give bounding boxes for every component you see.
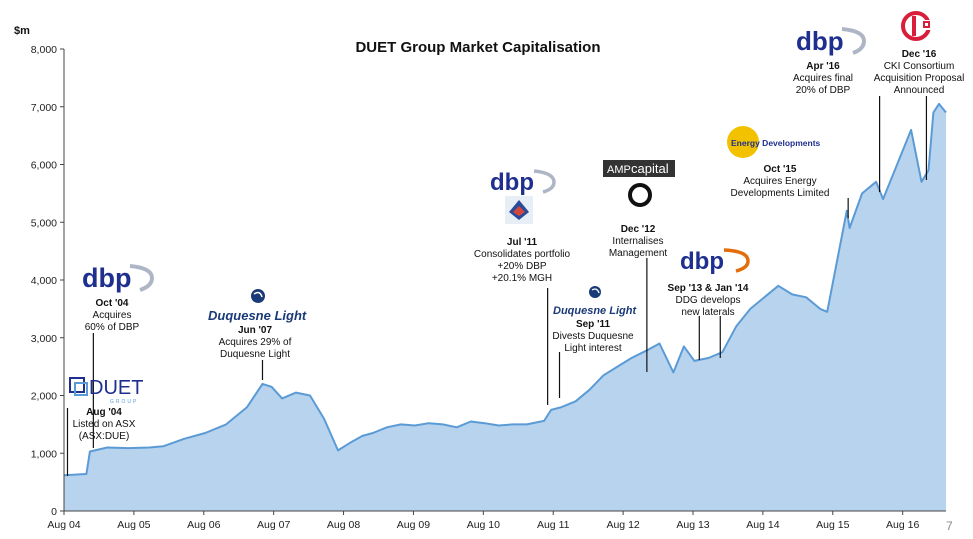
svg-text:capital: capital	[631, 161, 669, 176]
svg-text:dbp: dbp	[680, 248, 724, 275]
energy-developments-logo: Energy Developments	[727, 126, 821, 158]
annotation-text: Internalises	[612, 236, 663, 247]
x-tick-label: Aug 04	[47, 519, 80, 531]
svg-text:dbp: dbp	[82, 263, 131, 293]
y-tick-label: 3,000	[31, 333, 57, 345]
dbp-logo: dbp	[82, 263, 155, 293]
x-tick-label: Aug 05	[117, 519, 150, 531]
x-tick-label: Aug 07	[257, 519, 290, 531]
multinet-logo	[505, 196, 533, 224]
svg-text:GROUP: GROUP	[110, 399, 138, 405]
annotation-text: Duquesne Light	[220, 349, 290, 360]
x-tick-label: Aug 06	[187, 519, 220, 531]
svg-text:dbp: dbp	[796, 26, 844, 56]
annotation-text: Management	[609, 248, 668, 259]
x-tick-label: Aug 15	[816, 519, 849, 531]
svg-text:AMP: AMP	[607, 164, 631, 176]
dbp-logo: dbp	[680, 248, 750, 275]
annotation-text: Acquires final	[793, 73, 853, 84]
svg-text:dbp: dbp	[490, 169, 534, 196]
annotation-date: Aug '04	[86, 407, 122, 418]
annotation-date: Jun '07	[238, 325, 272, 336]
y-unit-label: $m	[14, 25, 30, 37]
x-tick-label: Aug 09	[397, 519, 430, 531]
area-series	[63, 102, 947, 512]
svg-text:Duquesne Light: Duquesne Light	[553, 305, 637, 317]
annotation-date: Oct '04	[96, 298, 129, 309]
annotation-text: Acquires Energy	[743, 176, 816, 187]
y-tick-label: 0	[51, 506, 57, 518]
annotation-date: Jul '11	[507, 237, 538, 248]
annotation-text: CKI Consortium	[884, 61, 955, 72]
x-tick-label: Aug 10	[467, 519, 500, 531]
x-tick-label: Aug 12	[606, 519, 639, 531]
annotation-text: 20% of DBP	[796, 85, 851, 96]
svg-text:DUET: DUET	[89, 377, 143, 399]
annotation-date: Apr '16	[806, 61, 840, 72]
area-fill	[64, 103, 946, 512]
amp-capital-logo: AMP capital	[603, 160, 675, 207]
annotation-text: Consolidates portfolio	[474, 249, 571, 260]
x-tick-label: Aug 13	[676, 519, 709, 531]
y-tick-label: 7,000	[31, 102, 57, 114]
annotation-text: Developments Limited	[731, 188, 830, 199]
y-tick-label: 5,000	[31, 217, 57, 229]
annotation-text: (ASX:DUE)	[79, 431, 130, 442]
series-line	[63, 102, 947, 477]
axes: 0 1,000 2,000 3,000 4,000 5,000 6,000 7,000 8,00…	[31, 44, 946, 531]
y-tick-label: 6,000	[31, 160, 57, 172]
dbp-logo: dbp	[490, 169, 556, 196]
annotation-text: Divests Duquesne	[552, 331, 634, 342]
annotation-text: Acquires	[93, 310, 132, 321]
annotation-text: Listed on ASX	[73, 419, 136, 430]
annotation-text: +20% DBP	[497, 261, 547, 272]
duquesne-logo: Duquesne Light	[208, 289, 307, 323]
annotation-text: new laterals	[681, 307, 734, 318]
annotation-date: Sep '13 & Jan '14	[668, 283, 749, 294]
duquesne-logo: Duquesne Light	[553, 286, 637, 317]
page-number: 7	[946, 519, 953, 533]
annotation-date: Dec '12	[621, 224, 656, 235]
annotation-date: Oct '15	[764, 164, 797, 175]
x-tick-label: Aug 11	[537, 519, 570, 531]
annotation-text: Light interest	[564, 343, 621, 354]
y-tick-label: 2,000	[31, 391, 57, 403]
duet-logo: DUET GROUP	[69, 377, 143, 405]
annotation-text: Announced	[894, 85, 945, 96]
x-tick-label: Aug 14	[746, 519, 779, 531]
annotation-text: Acquisition Proposal	[874, 73, 965, 84]
annotation-date: Dec '16	[902, 49, 937, 60]
annotation-text: 60% of DBP	[85, 322, 140, 333]
annotation-text: +20.1% MGH	[492, 273, 552, 284]
svg-text:Energy Developments: Energy Developments	[731, 138, 821, 148]
x-tick-label: Aug 16	[886, 519, 919, 531]
y-tick-label: 4,000	[31, 275, 57, 287]
y-tick-label: 1,000	[31, 448, 57, 460]
annotation-date: Sep '11	[576, 319, 611, 330]
annotation-text: Acquires 29% of	[219, 337, 292, 348]
svg-text:Duquesne Light: Duquesne Light	[208, 308, 307, 323]
y-tick-label: 8,000	[31, 44, 57, 56]
chart-title: DUET Group Market Capitalisation	[355, 39, 600, 56]
annotation-text: DDG develops	[675, 295, 740, 306]
dbp-logo: dbp	[796, 26, 867, 56]
cki-logo	[901, 11, 932, 41]
x-tick-label: Aug 08	[327, 519, 360, 531]
